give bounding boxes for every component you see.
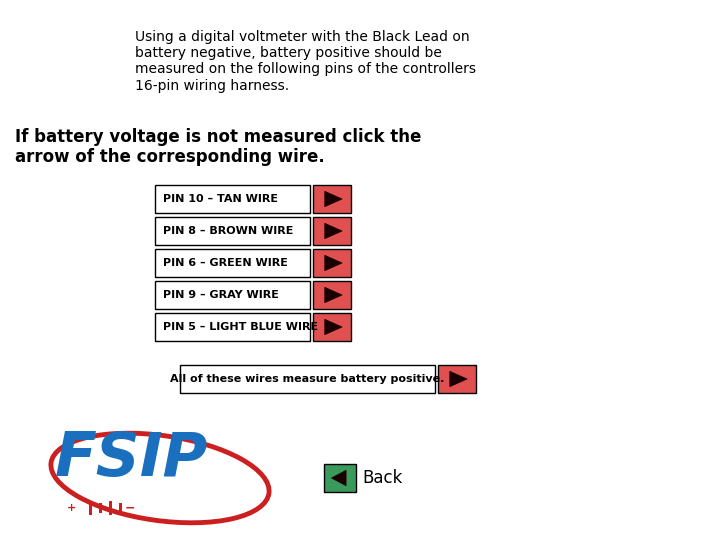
Bar (89, 501, 91, 515)
Bar (155, 281, 310, 309)
Text: PIN 6 – GREEN WIRE: PIN 6 – GREEN WIRE (163, 258, 288, 268)
Bar (155, 185, 310, 213)
Text: PIN 8 – BROWN WIRE: PIN 8 – BROWN WIRE (163, 226, 293, 236)
Bar (119, 503, 122, 513)
Polygon shape (450, 372, 467, 387)
Polygon shape (325, 191, 342, 207)
Polygon shape (325, 287, 342, 303)
Text: Back: Back (362, 469, 402, 487)
Bar (438, 365, 476, 393)
Bar (180, 365, 435, 393)
Text: PIN 10 – TAN WIRE: PIN 10 – TAN WIRE (163, 194, 278, 204)
Polygon shape (325, 224, 342, 239)
Text: PIN 5 – LIGHT BLUE WIRE: PIN 5 – LIGHT BLUE WIRE (163, 322, 318, 332)
Bar (313, 217, 351, 245)
Polygon shape (331, 470, 346, 485)
Text: −: − (125, 502, 135, 515)
Bar (313, 249, 351, 277)
Text: arrow of the corresponding wire.: arrow of the corresponding wire. (15, 148, 325, 166)
Polygon shape (325, 255, 342, 271)
Polygon shape (325, 319, 342, 335)
Bar (313, 185, 351, 213)
Bar (109, 501, 112, 515)
Text: PIN 9 – GRAY WIRE: PIN 9 – GRAY WIRE (163, 290, 279, 300)
Bar (313, 281, 351, 309)
Bar (155, 313, 310, 341)
Bar (99, 503, 102, 513)
Bar (155, 217, 310, 245)
Text: If battery voltage is not measured click the: If battery voltage is not measured click… (15, 128, 421, 146)
Text: All of these wires measure battery positive.: All of these wires measure battery posit… (171, 374, 445, 384)
Bar (155, 249, 310, 277)
Text: Using a digital voltmeter with the Black Lead on
battery negative, battery posit: Using a digital voltmeter with the Black… (135, 30, 476, 92)
Text: FSIP: FSIP (55, 430, 208, 489)
Bar (324, 464, 356, 492)
Bar (313, 313, 351, 341)
Text: +: + (68, 503, 76, 513)
